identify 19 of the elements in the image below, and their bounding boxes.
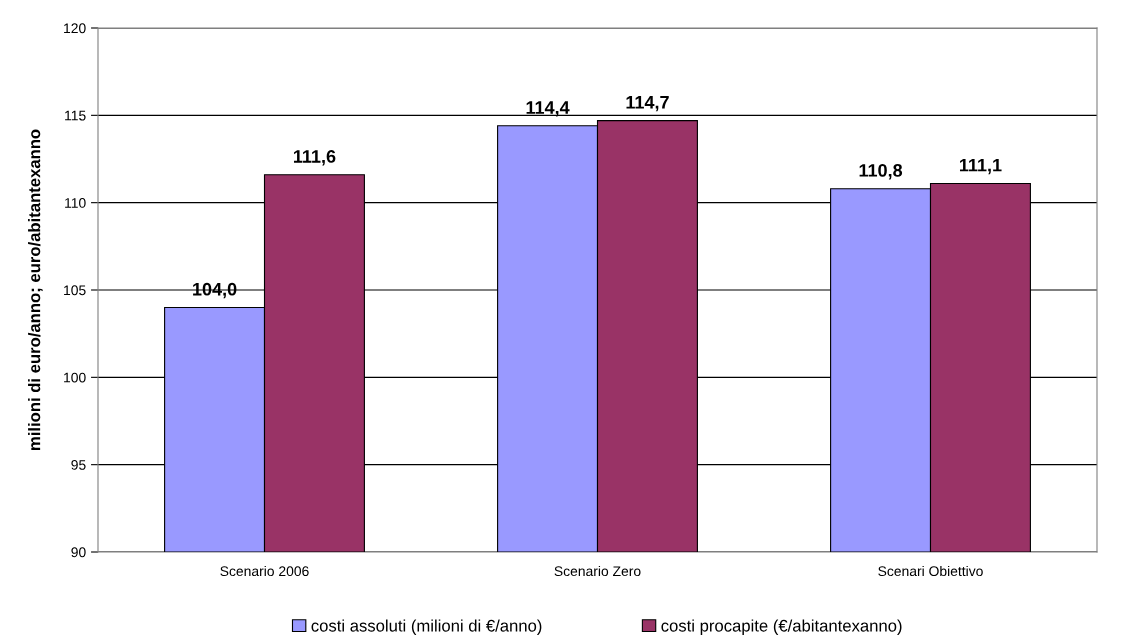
y-tick-label: 90 — [71, 547, 86, 558]
data-label: 111,6 — [293, 150, 336, 166]
x-tick-label: Scenario Zero — [554, 565, 641, 577]
y-tick-label: 95 — [71, 460, 86, 470]
data-label: 111,1 — [959, 158, 1002, 175]
data-label: 114,4 — [526, 101, 570, 117]
legend-label: costi procapite (€/abitantexanno) — [661, 619, 902, 635]
y-tick-label: 115 — [65, 110, 86, 121]
data-label: 110,8 — [859, 164, 903, 180]
x-tick-label: Scenario 2006 — [220, 565, 309, 577]
x-tick-label: Scenari Obiettivo — [878, 565, 983, 577]
y-axis-title: milioni di euro/anno; euro/abitantexanno — [28, 129, 43, 451]
y-tick-label: 110 — [65, 198, 86, 208]
y-tick-label: 100 — [64, 372, 86, 383]
data-label: 114,7 — [626, 96, 669, 112]
y-tick-label: 105 — [64, 285, 86, 296]
legend-label: costi assoluti (milioni di €/anno) — [311, 619, 542, 635]
y-tick-label: 120 — [64, 23, 86, 34]
data-label: 104,0 — [193, 282, 237, 299]
